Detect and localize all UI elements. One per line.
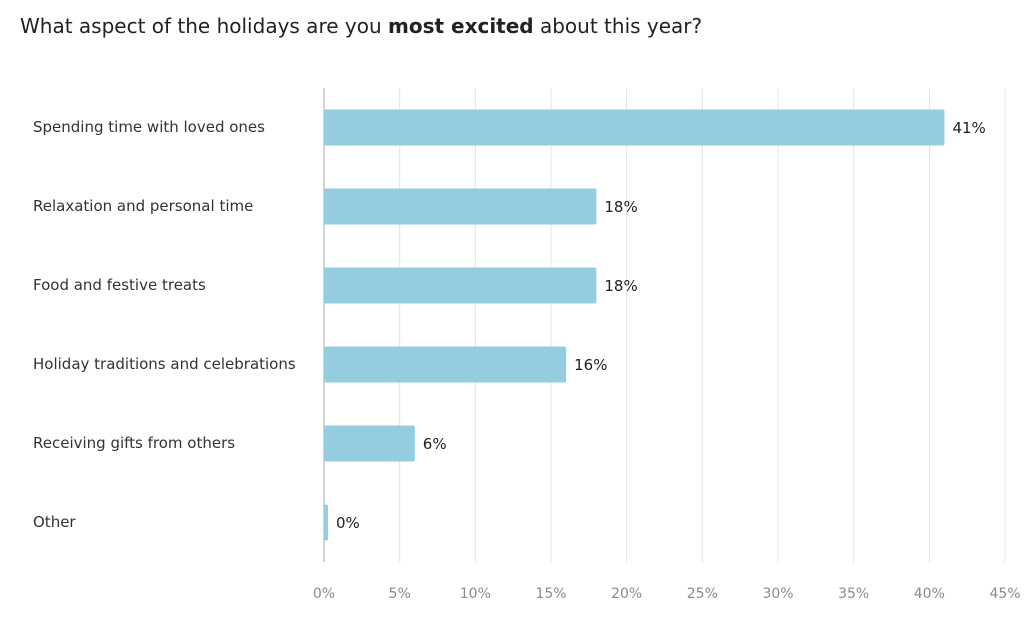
bar	[324, 504, 328, 541]
value-label: 6%	[423, 435, 447, 453]
x-tick-label: 5%	[389, 586, 411, 602]
title-part: What aspect of the holidays are you	[20, 14, 388, 38]
value-label: 18%	[604, 277, 637, 295]
category-label: Relaxation and personal time	[33, 197, 253, 215]
value-label: 18%	[604, 198, 637, 216]
x-tick-label: 35%	[838, 586, 869, 602]
category-label: Food and festive treats	[33, 276, 206, 294]
x-tick-label: 10%	[460, 586, 491, 602]
title-part: most excited	[388, 14, 534, 38]
x-tick-label: 20%	[611, 586, 642, 602]
bar	[324, 425, 415, 462]
category-label: Receiving gifts from others	[33, 434, 235, 452]
chart-title: What aspect of the holidays are you most…	[20, 14, 702, 38]
x-tick-label: 0%	[313, 586, 335, 602]
category-label: Other	[33, 513, 76, 531]
x-tick-label: 45%	[989, 586, 1020, 602]
bar	[324, 109, 945, 146]
category-label: Spending time with loved ones	[33, 118, 265, 136]
x-tick-label: 40%	[914, 586, 945, 602]
bar	[324, 346, 567, 383]
bar	[324, 188, 597, 225]
title-part: about this year?	[534, 14, 703, 38]
value-label: 41%	[952, 119, 985, 137]
category-label: Holiday traditions and celebrations	[33, 355, 296, 373]
x-tick-label: 15%	[535, 586, 566, 602]
value-label: 16%	[574, 356, 607, 374]
x-tick-label: 30%	[762, 586, 793, 602]
x-tick-label: 25%	[687, 586, 718, 602]
value-label: 0%	[336, 514, 360, 532]
bar	[324, 267, 597, 304]
